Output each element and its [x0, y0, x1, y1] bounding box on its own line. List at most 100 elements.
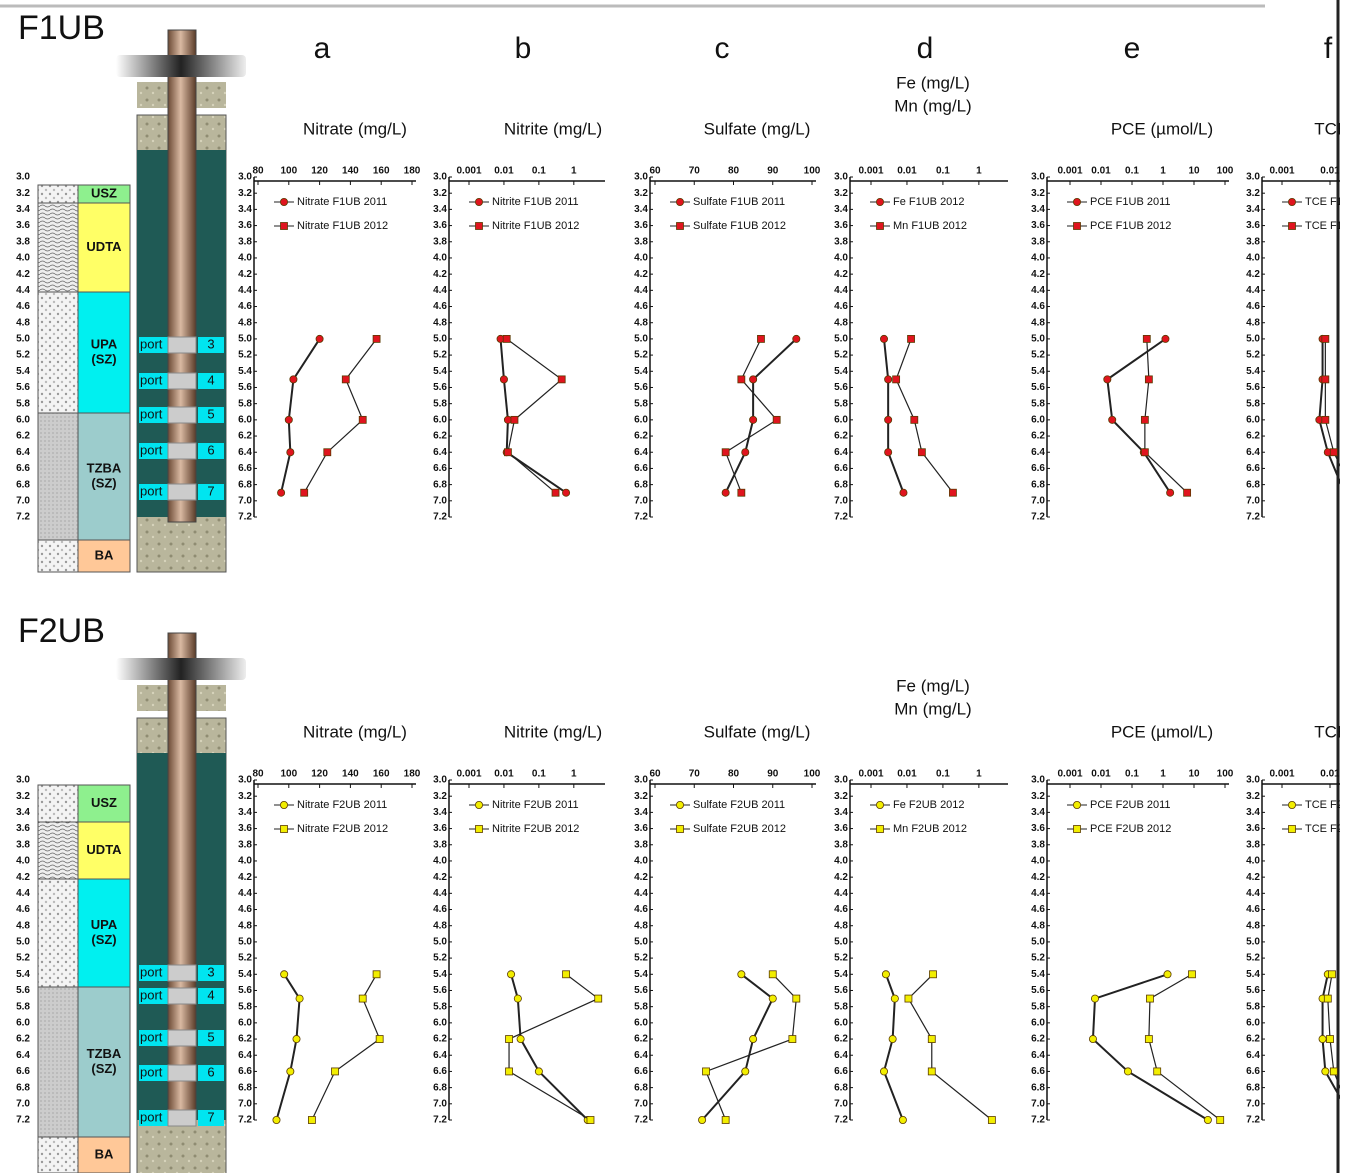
- series-line: [1149, 974, 1220, 1120]
- y-tick-label: 4.6: [238, 904, 252, 915]
- y-tick-label: 6.6: [433, 1066, 447, 1077]
- y-tick-label: 5.0: [238, 334, 252, 345]
- x-tick-label: 180: [404, 166, 421, 177]
- port-number: 5: [207, 1029, 214, 1044]
- x-tick-label: 0.001: [1269, 166, 1294, 177]
- y-tick-label: 3.0: [634, 172, 648, 183]
- marker: [296, 995, 303, 1002]
- figure: abcdefF1UB3.03.23.43.63.84.04.24.44.64.8…: [0, 0, 1340, 1173]
- y-tick-label: 4.2: [1031, 269, 1045, 280]
- marker: [287, 1068, 294, 1075]
- marker: [911, 416, 918, 423]
- page: abcdefF1UB3.03.23.43.63.84.04.24.44.64.8…: [0, 0, 1351, 1173]
- y-tick-label: 4.2: [1031, 872, 1045, 883]
- y-tick-label: 6.0: [634, 1017, 648, 1028]
- y-tick-label: 6.2: [634, 1034, 648, 1045]
- lithology: [38, 292, 78, 413]
- marker: [1327, 1036, 1334, 1043]
- chart-title: Nitrate (mg/L): [303, 722, 407, 741]
- zone-label: (SZ): [91, 475, 116, 490]
- well-depth-label: 6.0: [16, 414, 30, 425]
- well-depth-label: 4.0: [16, 856, 30, 867]
- y-tick-label: 3.8: [834, 839, 848, 850]
- chart-title: TCE (µmol/L): [1314, 722, 1340, 741]
- marker: [928, 1068, 935, 1075]
- chart-title: Mn (mg/L): [894, 96, 971, 115]
- y-tick-label: 4.6: [634, 301, 648, 312]
- lithology: [38, 540, 78, 572]
- marker: [507, 971, 514, 978]
- marker: [595, 995, 602, 1002]
- legend-label: Nitrate F1UB 2011: [297, 196, 387, 208]
- y-tick-label: 3.8: [433, 236, 447, 247]
- marker: [535, 1068, 542, 1075]
- marker: [949, 489, 956, 496]
- zone-label: UPA: [91, 336, 118, 351]
- marker: [504, 449, 511, 456]
- y-tick-label: 6.8: [433, 479, 447, 490]
- x-tick-label: 10: [1188, 769, 1200, 780]
- legend-label: Sulfate F1UB 2011: [693, 196, 785, 208]
- chart-title: Nitrate (mg/L): [303, 119, 407, 138]
- y-tick-label: 5.2: [238, 350, 252, 361]
- x-tick-label: 100: [804, 166, 821, 177]
- y-tick-label: 4.8: [1031, 920, 1045, 931]
- y-tick-label: 6.8: [433, 1082, 447, 1093]
- marker: [750, 1035, 757, 1042]
- y-tick-label: 7.0: [1031, 1098, 1045, 1109]
- y-tick-label: 6.8: [634, 479, 648, 490]
- marker: [1141, 449, 1148, 456]
- port-section: [168, 337, 196, 353]
- y-tick-label: 3.4: [238, 807, 252, 818]
- y-tick-label: 5.4: [433, 366, 447, 377]
- port-number: 3: [207, 336, 214, 351]
- port-number: 3: [207, 964, 214, 979]
- marker: [1184, 489, 1191, 496]
- port-section: [168, 443, 196, 459]
- marker: [1322, 376, 1329, 383]
- x-tick-label: 140: [342, 166, 359, 177]
- y-tick-label: 5.2: [834, 350, 848, 361]
- lithology: [38, 879, 78, 987]
- x-tick-label: 0.01: [494, 166, 514, 177]
- well-depth-label: 6.4: [16, 1050, 30, 1061]
- chart-title: Nitrite (mg/L): [504, 722, 602, 741]
- legend-marker: [280, 801, 287, 808]
- y-tick-label: 3.6: [238, 220, 252, 231]
- y-tick-label: 5.6: [238, 382, 252, 393]
- marker: [1328, 971, 1335, 978]
- series-line: [312, 974, 380, 1120]
- marker: [376, 1036, 383, 1043]
- y-tick-label: 3.8: [634, 236, 648, 247]
- x-tick-label: 0.1: [1125, 769, 1139, 780]
- legend-label: Fe F1UB 2012: [893, 196, 965, 208]
- well-depth-label: 6.4: [16, 447, 30, 458]
- marker: [562, 489, 569, 496]
- well-depth-label: 6.2: [16, 431, 30, 442]
- y-tick-label: 6.4: [1246, 1050, 1260, 1061]
- y-tick-label: 7.2: [634, 1115, 648, 1126]
- port-section: [168, 1065, 196, 1081]
- panel-letter: a: [314, 32, 331, 65]
- lithology: [38, 413, 78, 540]
- y-tick-label: 7.0: [433, 1098, 447, 1109]
- marker: [1145, 376, 1152, 383]
- marker: [1154, 1068, 1161, 1075]
- y-tick-label: 5.2: [238, 953, 252, 964]
- y-tick-label: 6.6: [1031, 463, 1045, 474]
- y-tick-label: 3.2: [834, 791, 848, 802]
- y-tick-label: 4.4: [1246, 285, 1260, 296]
- y-tick-label: 3.2: [634, 791, 648, 802]
- y-tick-label: 7.0: [834, 1098, 848, 1109]
- y-tick-label: 5.6: [834, 985, 848, 996]
- y-tick-label: 3.6: [1246, 823, 1260, 834]
- marker: [742, 1068, 749, 1075]
- legend-marker: [281, 826, 288, 833]
- port-label: port: [140, 987, 163, 1002]
- y-tick-label: 3.8: [634, 839, 648, 850]
- well-depth-label: 4.6: [16, 904, 30, 915]
- y-tick-label: 3.4: [238, 204, 252, 215]
- zone-label: USZ: [91, 795, 117, 810]
- marker: [738, 489, 745, 496]
- well-depth-label: 6.8: [16, 479, 30, 490]
